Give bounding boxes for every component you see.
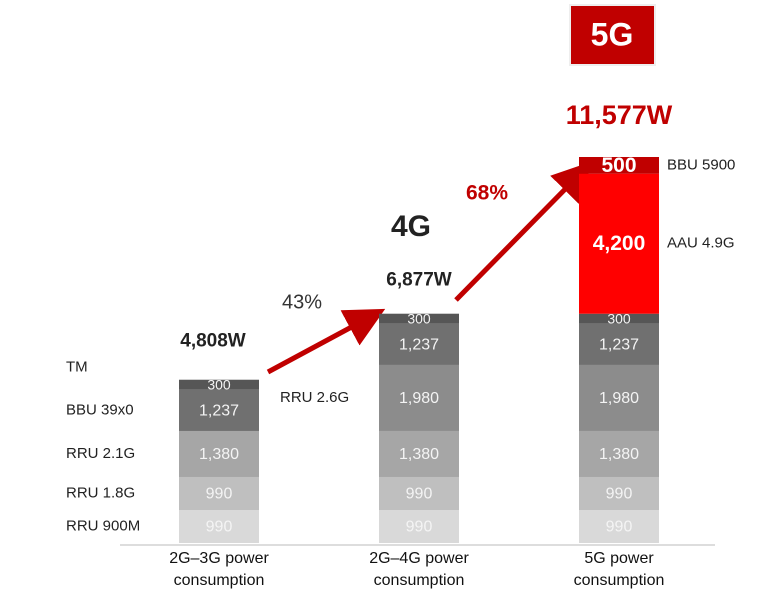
series-label: RRU 1.8G (66, 484, 135, 501)
bar-segment (179, 509, 259, 543)
segment-label: 300 (407, 310, 431, 326)
bar-segment (579, 430, 659, 477)
x-tick-label: 5G power consumption (573, 550, 665, 589)
bar-segment (579, 313, 659, 324)
bar-segment (579, 173, 659, 314)
growth-arrow (454, 161, 593, 302)
header: 5G (591, 16, 634, 52)
bar-segment (579, 323, 659, 365)
segment-label: 990 (206, 519, 233, 536)
bar-segment (179, 379, 259, 390)
bar-segment (379, 430, 459, 477)
total-label: 11,577W (566, 100, 673, 130)
bar-segment (379, 509, 459, 543)
bar-segment (579, 157, 659, 174)
total-label: 4,808W (180, 331, 246, 352)
bar-segment (379, 323, 459, 365)
segment-label: 4,200 (593, 232, 646, 255)
segment-label: 1,380 (599, 446, 639, 463)
growth-label: 43% (282, 291, 322, 313)
segment-label: 1,380 (199, 446, 239, 463)
bar-segment (179, 389, 259, 431)
segment-label: 1,237 (399, 337, 439, 354)
series-label: BBU 39x0 (66, 401, 134, 418)
bar-segment (379, 313, 459, 324)
segment-label: 1,980 (599, 390, 639, 407)
segment-label: 990 (606, 486, 633, 503)
growth-label: 68% (466, 182, 508, 205)
header: 4G (391, 210, 431, 243)
segment-label: 990 (406, 519, 433, 536)
segment-label: 500 (601, 154, 636, 177)
total-label: 6,877W (386, 270, 452, 291)
segment-label: 990 (206, 486, 233, 503)
bar-segment (179, 430, 259, 477)
bar-segment (579, 364, 659, 431)
series-label: RRU 2.6G (280, 389, 349, 406)
segment-label: 990 (606, 519, 633, 536)
segment-label: 1,380 (399, 446, 439, 463)
segment-label: 1,237 (199, 403, 239, 420)
x-tick-label: 2G–3G power consumption (169, 550, 269, 589)
series-label: BBU 5900 (667, 156, 735, 173)
segment-label: 300 (207, 376, 231, 392)
bar-segment (579, 509, 659, 543)
header-box (569, 4, 656, 66)
series-label: RRU 900M (66, 517, 140, 534)
bar-segment (179, 476, 259, 510)
series-label: AAU 4.9G (667, 235, 735, 252)
growth-arrow (266, 308, 386, 375)
bar-segment (379, 364, 459, 431)
x-tick-label: 2G–4G power consumption (369, 550, 469, 589)
series-label: TM (66, 359, 88, 376)
segment-label: 300 (607, 310, 631, 326)
segment-label: 990 (406, 486, 433, 503)
bar-segment (379, 476, 459, 510)
series-label: RRU 2.1G (66, 445, 135, 462)
bar-segment (579, 476, 659, 510)
segment-label: 1,980 (399, 390, 439, 407)
segment-label: 1,237 (599, 337, 639, 354)
